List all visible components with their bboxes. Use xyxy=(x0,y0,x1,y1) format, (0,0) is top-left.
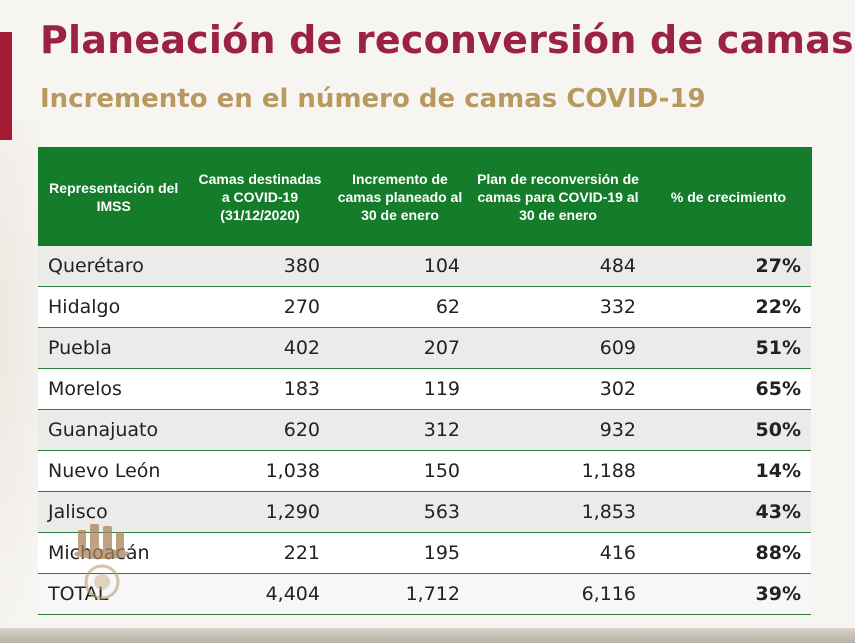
header-plan: Plan de reconversión de camas para COVID… xyxy=(470,147,647,246)
cell-name: Puebla xyxy=(38,327,190,369)
cell-plan: 932 xyxy=(470,409,646,451)
cell-plan: 332 xyxy=(470,286,646,328)
cell-name: Jalisco xyxy=(38,491,190,533)
beds-table: Representación del IMSS Camas destinadas… xyxy=(38,147,812,615)
table-row: Morelos 183 119 302 65% xyxy=(38,368,811,410)
cell-incremento: 104 xyxy=(330,246,470,287)
table-row: Nuevo León 1,038 150 1,188 14% xyxy=(38,450,811,492)
cell-crecimiento: 22% xyxy=(646,286,811,328)
cell-total-plan: 6,116 xyxy=(470,573,646,615)
cell-plan: 609 xyxy=(470,327,646,369)
cell-crecimiento: 51% xyxy=(646,327,811,369)
cell-incremento: 312 xyxy=(330,409,470,451)
cell-incremento: 195 xyxy=(330,532,470,574)
cell-name: Hidalgo xyxy=(38,286,190,328)
cell-plan: 1,188 xyxy=(470,450,646,492)
cell-total-crecimiento: 39% xyxy=(646,573,811,615)
cell-camas: 270 xyxy=(190,286,330,328)
accent-bar xyxy=(0,32,12,140)
table-row: Michoacán 221 195 416 88% xyxy=(38,532,811,574)
cell-total-camas: 4,404 xyxy=(190,573,330,615)
cell-incremento: 119 xyxy=(330,368,470,410)
cell-name: Querétaro xyxy=(38,246,190,287)
header-incremento: Incremento de camas planeado al 30 de en… xyxy=(330,147,471,246)
header-camas: Camas destinadas a COVID-19 (31/12/2020) xyxy=(190,147,331,246)
table-row: Jalisco 1,290 563 1,853 43% xyxy=(38,491,811,533)
cell-crecimiento: 14% xyxy=(646,450,811,492)
table-row: Guanajuato 620 312 932 50% xyxy=(38,409,811,451)
cell-crecimiento: 88% xyxy=(646,532,811,574)
cell-crecimiento: 43% xyxy=(646,491,811,533)
cell-plan: 484 xyxy=(470,246,646,287)
cell-camas: 380 xyxy=(190,246,330,287)
cell-camas: 1,038 xyxy=(190,450,330,492)
header-crecimiento: % de crecimiento xyxy=(646,147,812,246)
cell-crecimiento: 27% xyxy=(646,246,811,287)
cell-camas: 221 xyxy=(190,532,330,574)
cell-name: Nuevo León xyxy=(38,450,190,492)
cell-incremento: 62 xyxy=(330,286,470,328)
table-row: Hidalgo 270 62 332 22% xyxy=(38,286,811,328)
cell-incremento: 207 xyxy=(330,327,470,369)
table-header-row: Representación del IMSS Camas destinadas… xyxy=(38,147,812,246)
cell-name: Morelos xyxy=(38,368,190,410)
cell-plan: 1,853 xyxy=(470,491,646,533)
cell-camas: 1,290 xyxy=(190,491,330,533)
cell-name: Guanajuato xyxy=(38,409,190,451)
slide-subtitle: Incremento en el número de camas COVID-1… xyxy=(40,84,706,114)
cell-plan: 302 xyxy=(470,368,646,410)
cell-camas: 183 xyxy=(190,368,330,410)
header-representacion: Representación del IMSS xyxy=(38,147,191,246)
government-seal-icon xyxy=(70,516,134,616)
table-row: Querétaro 380 104 484 27% xyxy=(38,246,811,287)
bottom-band xyxy=(0,628,855,643)
cell-crecimiento: 50% xyxy=(646,409,811,451)
cell-plan: 416 xyxy=(470,532,646,574)
cell-incremento: 150 xyxy=(330,450,470,492)
cell-crecimiento: 65% xyxy=(646,368,811,410)
slide-title: Planeación de reconversión de camas xyxy=(40,18,854,62)
cell-incremento: 563 xyxy=(330,491,470,533)
cell-camas: 620 xyxy=(190,409,330,451)
cell-camas: 402 xyxy=(190,327,330,369)
total-row: TOTAL 4,404 1,712 6,116 39% xyxy=(38,573,811,615)
cell-total-incremento: 1,712 xyxy=(330,573,470,615)
table-row: Puebla 402 207 609 51% xyxy=(38,327,811,369)
